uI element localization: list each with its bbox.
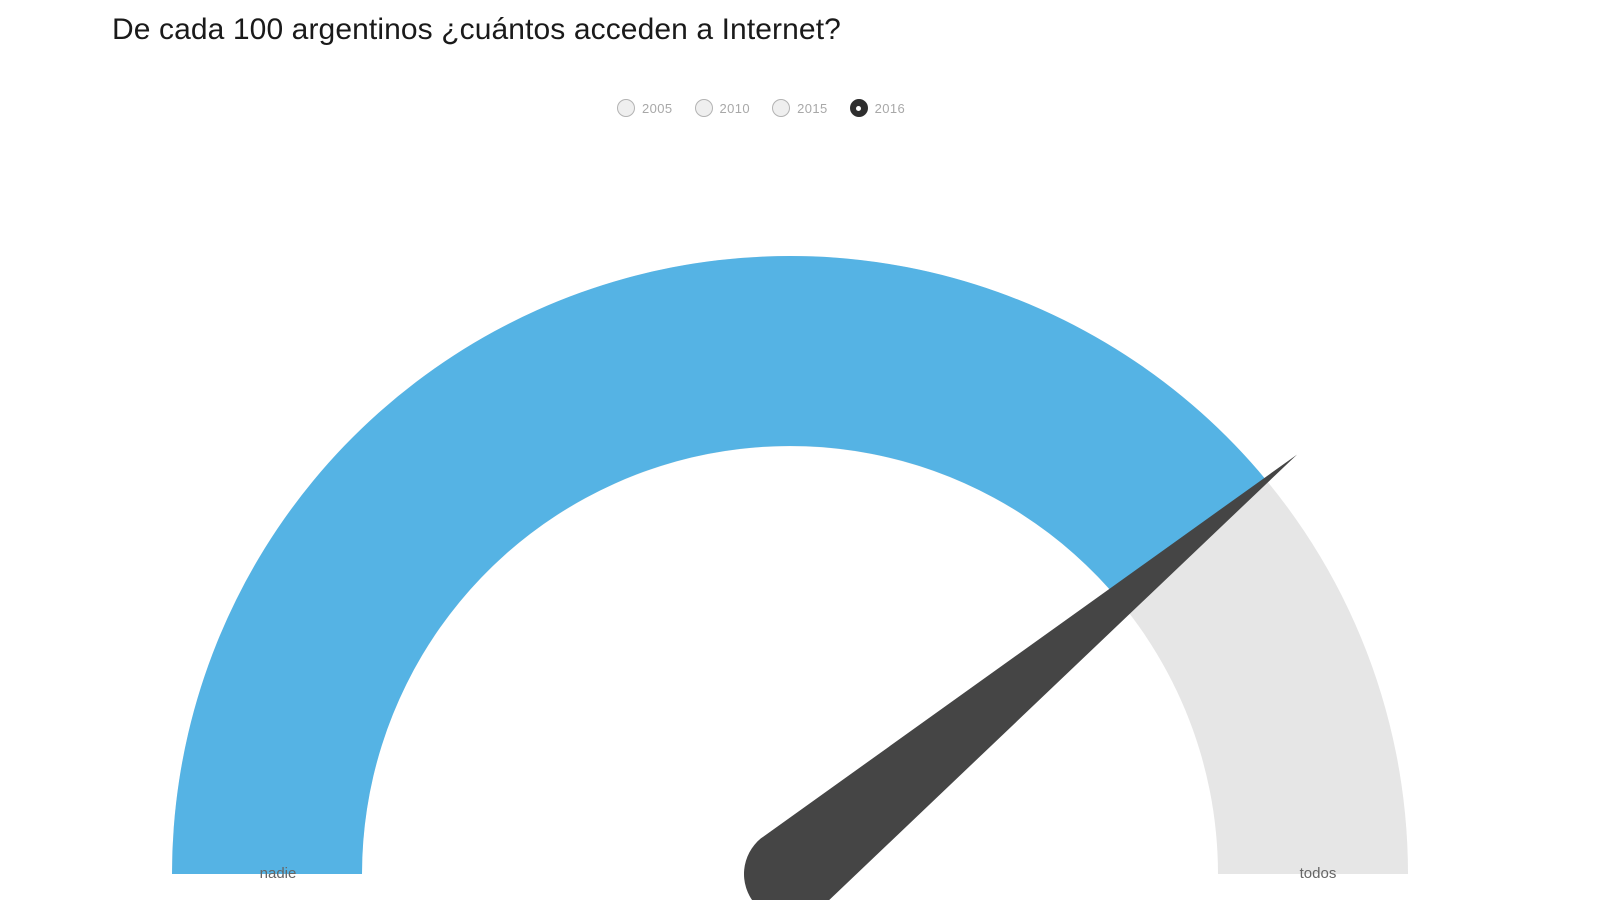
radio-icon-2016-selected[interactable] <box>849 99 868 117</box>
page-title: De cada 100 argentinos ¿cuántos acceden … <box>112 13 841 46</box>
legend-label-2010: 2010 <box>719 100 751 116</box>
year-legend: 2005 2010 2015 2016 <box>617 99 905 117</box>
radio-icon-2015[interactable] <box>772 99 791 117</box>
legend-item-2005[interactable]: 2005 <box>617 99 673 117</box>
radio-icon-2005[interactable] <box>617 99 635 117</box>
gauge-needle <box>744 454 1297 900</box>
legend-label-2005: 2005 <box>642 100 673 116</box>
legend-item-2016[interactable]: 2016 <box>849 99 906 117</box>
legend-item-2010[interactable]: 2010 <box>694 99 751 117</box>
legend-label-2016: 2016 <box>874 100 906 116</box>
gauge-min-label: nadie <box>259 865 297 882</box>
gauge-value-arc <box>172 256 1267 875</box>
legend-item-2015[interactable]: 2015 <box>772 99 828 117</box>
gauge-max-label: todos <box>1299 865 1337 882</box>
radio-icon-2010[interactable] <box>694 99 713 117</box>
legend-label-2015: 2015 <box>797 100 828 116</box>
